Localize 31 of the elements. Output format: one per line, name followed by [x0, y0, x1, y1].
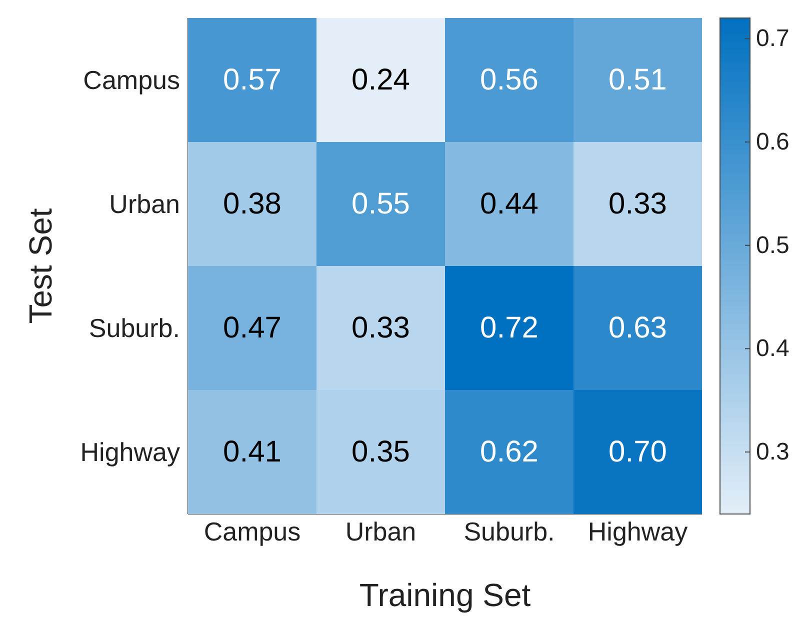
- data-label: 0.41: [223, 436, 282, 468]
- y-tick-label: Suburb.: [88, 313, 180, 344]
- color-bar-label: 0.6: [756, 128, 790, 156]
- data-label: 0.33: [608, 188, 667, 220]
- color-bar-label: 0.5: [756, 232, 790, 259]
- data-label: 0.56: [480, 64, 538, 96]
- y-tick-label: Campus: [83, 65, 180, 96]
- color-bar-label: 0.7: [756, 25, 790, 52]
- data-label: 0.63: [608, 312, 667, 344]
- y-tick-label: Highway: [80, 437, 180, 468]
- data-label: 0.44: [480, 188, 538, 220]
- x-axis-title: Training Set: [359, 577, 531, 613]
- x-tick-label: Highway: [588, 516, 688, 546]
- data-label: 0.57: [223, 64, 282, 96]
- data-label: 0.38: [223, 188, 282, 220]
- y-tick-label: Urban: [109, 189, 180, 220]
- data-label: 0.47: [223, 312, 282, 344]
- data-label: 0.51: [608, 64, 667, 96]
- data-label: 0.62: [480, 436, 538, 468]
- y-axis-title: Test Set: [22, 208, 58, 324]
- data-label: 0.70: [608, 436, 667, 468]
- x-tick-label: Urban: [345, 516, 416, 546]
- x-tick-label: Campus: [204, 516, 301, 546]
- data-label: 0.33: [352, 312, 410, 344]
- x-tick-label: Suburb.: [464, 516, 555, 546]
- data-label: 0.24: [352, 64, 410, 96]
- data-label: 0.35: [352, 436, 410, 468]
- data-label: 0.55: [352, 188, 410, 220]
- color-bar-label: 0.3: [756, 438, 790, 466]
- data-label: 0.72: [480, 312, 538, 344]
- color-bar-label: 0.4: [756, 335, 790, 362]
